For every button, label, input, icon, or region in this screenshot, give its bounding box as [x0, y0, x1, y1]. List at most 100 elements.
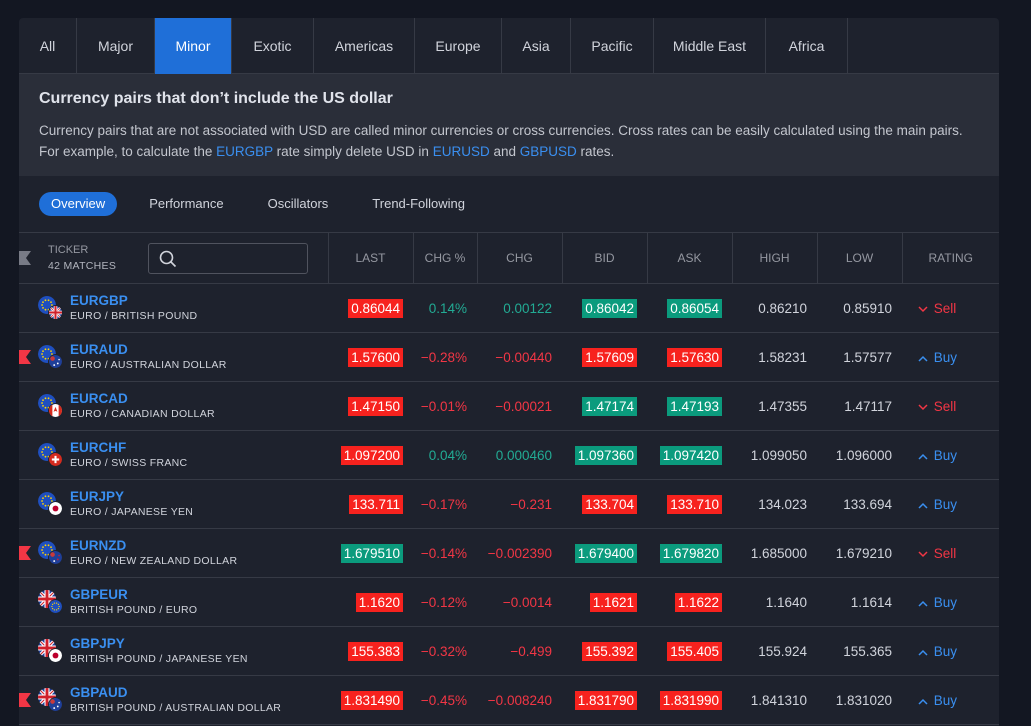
change-percent-value: −0.12% — [420, 594, 467, 610]
bid-cell: 133.704 — [562, 480, 647, 529]
high-cell: 155.924 — [732, 627, 817, 676]
low-cell: 1.096000 — [817, 431, 902, 480]
ticker-symbol-link[interactable]: EURCHF — [70, 440, 127, 455]
ticker-symbol-link[interactable]: EURNZD — [70, 538, 127, 553]
subtab-oscillators[interactable]: Oscillators — [267, 196, 329, 211]
tab-major[interactable]: Major — [77, 18, 155, 74]
high-value: 0.86210 — [758, 300, 807, 316]
low-cell: 1.831020 — [817, 676, 902, 725]
subtab-performance[interactable]: Performance — [149, 196, 224, 211]
ticker-description: BRITISH POUND / JAPANESE YEN — [70, 653, 248, 665]
table-row[interactable]: EURGBP EURO / BRITISH POUND 0.86044 0.14%… — [19, 284, 999, 333]
rating-cell: Buy — [902, 578, 999, 627]
low-cell: 1.57577 — [817, 333, 902, 382]
ticker-symbol-link[interactable]: GBPJPY — [70, 636, 125, 651]
flag-icon[interactable] — [19, 350, 31, 364]
table-row[interactable]: EURNZD EURO / NEW ZEALAND DOLLAR 1.67951… — [19, 529, 999, 578]
table-row[interactable]: GBPEUR BRITISH POUND / EURO 1.1620 −0.12%… — [19, 578, 999, 627]
column-header-rating[interactable]: RATING — [901, 232, 999, 284]
high-cell: 1.47355 — [732, 382, 817, 431]
ticker-symbol-link[interactable]: EURCAD — [70, 391, 128, 406]
tab-americas[interactable]: Americas — [314, 18, 415, 74]
column-header-bid[interactable]: BID — [561, 232, 647, 284]
column-header-low[interactable]: LOW — [816, 232, 902, 284]
change-percent-cell: 0.14% — [413, 284, 477, 333]
ticker-symbol-link[interactable]: GBPAUD — [70, 685, 128, 700]
change-percent-cell: −0.01% — [413, 382, 477, 431]
ticker-description: EURO / SWISS FRANC — [70, 457, 188, 469]
ticker-symbol-link[interactable]: EURGBP — [70, 293, 128, 308]
table-row[interactable]: GBPJPY BRITISH POUND / JAPANESE YEN 155.… — [19, 627, 999, 676]
ticker-cell: EURCAD EURO / CANADIAN DOLLAR — [19, 382, 328, 431]
column-header-chg[interactable]: CHG — [476, 232, 562, 284]
change-percent-cell: −0.17% — [413, 480, 477, 529]
ask-value: 1.57630 — [667, 347, 722, 367]
rating-value: Buy — [933, 447, 958, 463]
high-value: 134.023 — [758, 496, 807, 512]
ticker-cell: EURCHF EURO / SWISS FRANC — [19, 431, 328, 480]
flag-icon[interactable] — [19, 546, 31, 560]
info-title: Currency pairs that don’t include the US… — [39, 90, 393, 107]
change-cell: −0.00021 — [477, 382, 562, 431]
flag-icon[interactable] — [19, 251, 31, 265]
chevron-up-icon — [918, 696, 930, 708]
subtab-trend-following[interactable]: Trend-Following — [372, 196, 466, 211]
info-text: Currency pairs that are not associated w… — [39, 120, 979, 162]
quote-flag-icon — [48, 305, 64, 321]
matches-count: 42 MATCHES — [48, 260, 117, 272]
high-cell: 1.58231 — [732, 333, 817, 382]
ticker-search-input[interactable] — [148, 242, 309, 274]
subtab-overview[interactable]: Overview — [39, 192, 118, 216]
rating-value: Buy — [933, 692, 958, 708]
high-cell: 1.685000 — [732, 529, 817, 578]
last-cell: 1.097200 — [328, 431, 413, 480]
low-cell: 133.694 — [817, 480, 902, 529]
column-header-chg[interactable]: CHG % — [412, 232, 477, 284]
rating-value: Buy — [933, 643, 958, 659]
high-value: 1.58231 — [758, 349, 807, 365]
column-header-high[interactable]: HIGH — [731, 232, 817, 284]
quote-flag-icon — [48, 452, 64, 468]
ticker-symbol-link[interactable]: EURAUD — [70, 342, 128, 357]
tab-middle-east[interactable]: Middle East — [654, 18, 766, 74]
table-row[interactable]: EURJPY EURO / JAPANESE YEN 133.711 −0.17%… — [19, 480, 999, 529]
bid-cell: 1.831790 — [562, 676, 647, 725]
bid-cell: 1.47174 — [562, 382, 647, 431]
tab-minor[interactable]: Minor — [155, 18, 232, 74]
ticker-symbol-link[interactable]: EURJPY — [70, 489, 125, 504]
high-value: 1.099050 — [750, 447, 807, 463]
tab-all[interactable]: All — [19, 18, 77, 74]
tab-africa[interactable]: Africa — [766, 18, 848, 74]
change-percent-value: −0.28% — [420, 349, 467, 365]
eurgbp-link[interactable]: EURGBP — [216, 144, 273, 159]
rating-cell: Buy — [902, 480, 999, 529]
ask-value: 1.47193 — [667, 396, 722, 416]
bid-value: 1.47174 — [582, 396, 637, 416]
gbpusd-link[interactable]: GBPUSD — [519, 144, 577, 159]
change-cell: 0.000460 — [477, 431, 562, 480]
change-value: −0.499 — [510, 643, 552, 659]
ask-value: 0.86054 — [667, 298, 722, 318]
column-header-last[interactable]: LAST — [327, 232, 413, 284]
currency-pair-icon — [38, 687, 64, 713]
ticker-symbol-link[interactable]: GBPEUR — [70, 587, 128, 602]
chevron-up-icon — [918, 500, 930, 512]
eurusd-link[interactable]: EURUSD — [432, 144, 490, 159]
table-row[interactable]: EURAUD EURO / AUSTRALIAN DOLLAR 1.57600 −… — [19, 333, 999, 382]
last-value: 1.679510 — [340, 543, 403, 563]
tab-exotic[interactable]: Exotic — [232, 18, 314, 74]
table-row[interactable]: EURCHF EURO / SWISS FRANC 1.097200 0.04% 0… — [19, 431, 999, 480]
tab-europe[interactable]: Europe — [415, 18, 502, 74]
last-cell: 1.57600 — [328, 333, 413, 382]
last-value: 1.57600 — [348, 347, 403, 367]
bid-value: 133.704 — [582, 494, 637, 514]
column-header-ask[interactable]: ASK — [646, 232, 732, 284]
ask-cell: 1.831990 — [647, 676, 732, 725]
table-row[interactable]: GBPAUD BRITISH POUND / AUSTRALIAN DOLLAR… — [19, 676, 999, 725]
rating-cell: Sell — [902, 284, 999, 333]
tab-pacific[interactable]: Pacific — [571, 18, 654, 74]
table-row[interactable]: EURCAD EURO / CANADIAN DOLLAR 1.47150 −0.… — [19, 382, 999, 431]
flag-icon[interactable] — [19, 693, 31, 707]
bid-value: 1.679400 — [574, 543, 637, 563]
tab-asia[interactable]: Asia — [502, 18, 571, 74]
